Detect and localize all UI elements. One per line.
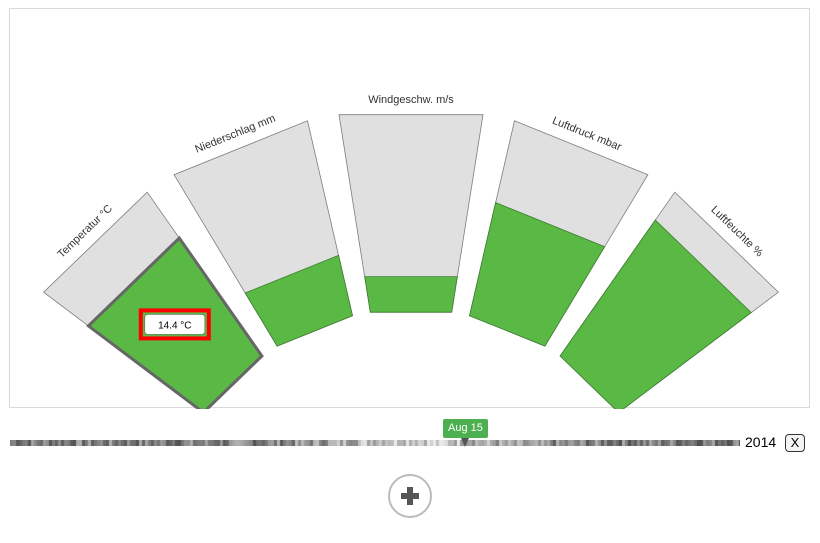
segment-3[interactable] — [469, 120, 649, 347]
tooltip: 14.4 °C — [138, 308, 211, 341]
chart-panel: Temperatur °C Niederschlag mm Windgeschw. … — [9, 8, 810, 409]
close-button[interactable]: X — [785, 434, 805, 452]
segment-bar — [364, 276, 458, 313]
segment-label: Windgeschw. m/s — [368, 94, 454, 106]
plus-icon — [401, 487, 419, 505]
tooltip-box — [144, 314, 206, 335]
timeline-marker-label: Aug 15 — [443, 419, 488, 438]
segment-bar — [469, 202, 606, 347]
year-label: 2014 — [745, 434, 777, 450]
add-button[interactable] — [388, 474, 432, 518]
segment-bar — [244, 254, 353, 347]
segment-2[interactable] — [338, 114, 484, 313]
highlight-box — [138, 308, 211, 341]
marker-pointer-icon — [461, 438, 470, 447]
segment-4[interactable] — [559, 191, 780, 409]
segment-1[interactable] — [173, 120, 353, 347]
tooltip-text: 14.4 °C — [158, 320, 191, 331]
timeline-marker[interactable]: Aug 15 — [443, 419, 488, 447]
segment-bar — [559, 219, 752, 409]
timeline-bar[interactable] — [10, 440, 740, 446]
